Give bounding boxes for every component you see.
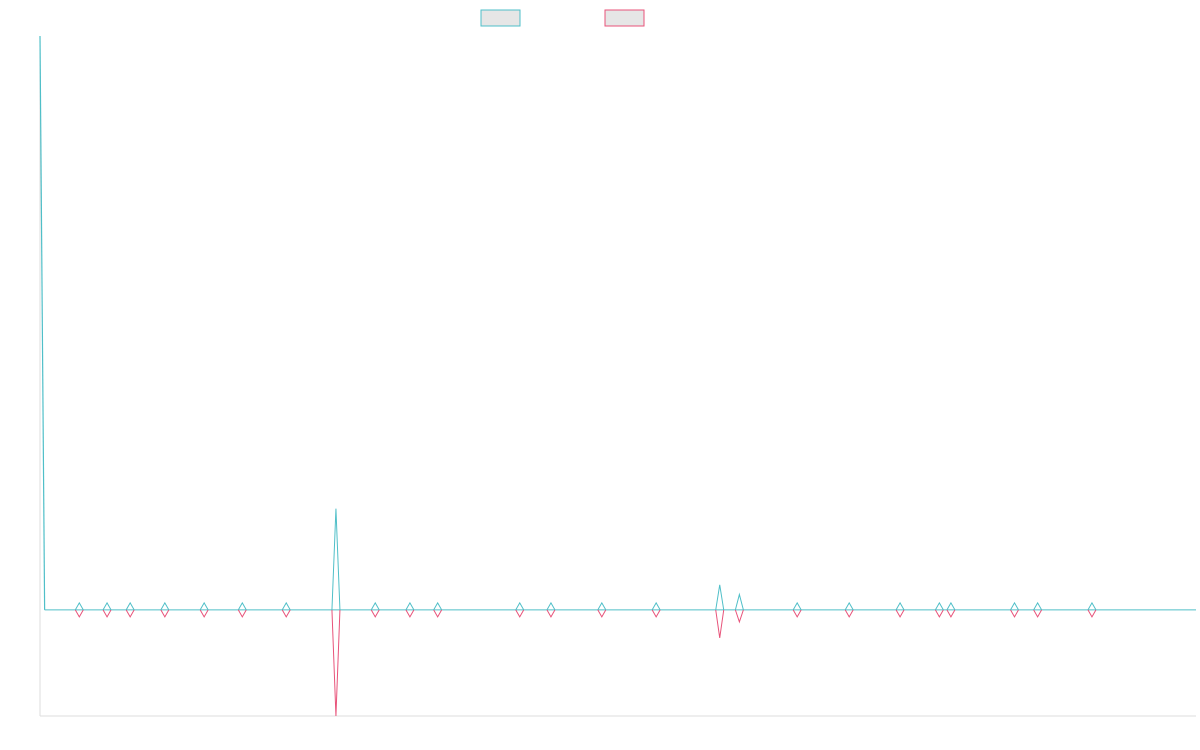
series-upper-point[interactable] (370, 601, 380, 611)
series-upper-point[interactable] (1010, 601, 1019, 611)
legend-swatch-upper[interactable] (480, 9, 521, 27)
series-upper-point[interactable] (895, 601, 905, 611)
legend[interactable] (480, 9, 645, 27)
series-upper-point[interactable] (1087, 601, 1097, 611)
series-lower-point[interactable] (370, 609, 380, 618)
series-lower-point[interactable] (199, 609, 209, 618)
series-lower-point[interactable] (160, 609, 170, 618)
series-upper-point[interactable] (405, 601, 415, 611)
series-upper-point[interactable] (160, 601, 170, 611)
series-upper-point[interactable] (734, 592, 744, 611)
series-upper-point[interactable] (237, 601, 247, 611)
series-upper-point[interactable] (651, 601, 661, 611)
series-upper-point[interactable] (74, 601, 84, 611)
series-upper-point[interactable] (199, 601, 209, 611)
series-upper-point[interactable] (515, 601, 525, 611)
plot-area (39, 35, 1196, 717)
series-lower-point[interactable] (792, 609, 802, 618)
series-upper-point[interactable] (792, 601, 802, 611)
series-lower-point[interactable] (237, 609, 247, 618)
series-lower-point[interactable] (1010, 609, 1019, 618)
series-upper-point[interactable] (331, 508, 341, 610)
series-upper-point[interactable] (102, 601, 112, 611)
series-lower-point[interactable] (1087, 609, 1097, 618)
series-lower-point[interactable] (546, 609, 556, 618)
series-lower-point[interactable] (405, 609, 415, 618)
series-lower-point[interactable] (651, 609, 661, 618)
series-lower-point[interactable] (102, 609, 112, 618)
series-lower-point[interactable] (946, 609, 956, 618)
series-upper-point[interactable] (934, 601, 944, 611)
series-lower-point[interactable] (433, 609, 443, 618)
series-upper-point[interactable] (125, 601, 135, 611)
series-upper-point[interactable] (433, 601, 443, 611)
series-lower-point[interactable] (281, 609, 291, 618)
series-lower-point[interactable] (715, 609, 725, 638)
series-lower-point[interactable] (331, 609, 341, 717)
series-upper-point[interactable] (946, 601, 956, 611)
series-upper-point[interactable] (844, 601, 854, 611)
series-lower-point[interactable] (515, 609, 525, 618)
series-lower-point[interactable] (125, 609, 135, 618)
axes (39, 36, 1196, 717)
series-upper-point[interactable] (546, 601, 556, 611)
series-lower-point[interactable] (934, 609, 944, 618)
series-lower-point[interactable] (895, 609, 905, 618)
series-upper-point[interactable] (281, 601, 291, 611)
series-upper-start-spike (39, 35, 46, 610)
legend-swatch-lower[interactable] (604, 9, 645, 27)
series-upper-point[interactable] (597, 601, 607, 611)
series-lower-point[interactable] (844, 609, 854, 618)
series-upper-point[interactable] (715, 584, 725, 610)
series-upper-point[interactable] (1033, 601, 1043, 611)
series-lower-point[interactable] (1033, 609, 1043, 618)
series-lower-point[interactable] (74, 609, 84, 618)
series-lower-point[interactable] (597, 609, 607, 618)
series-lower-point[interactable] (734, 609, 744, 624)
